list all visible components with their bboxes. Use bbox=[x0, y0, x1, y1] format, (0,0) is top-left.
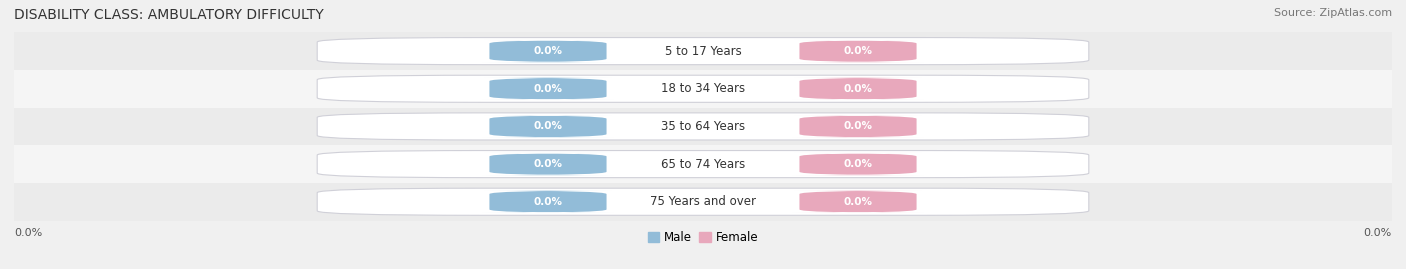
Text: 75 Years and over: 75 Years and over bbox=[650, 195, 756, 208]
Text: 0.0%: 0.0% bbox=[533, 121, 562, 132]
FancyBboxPatch shape bbox=[14, 70, 1392, 108]
Text: 0.0%: 0.0% bbox=[844, 121, 873, 132]
Text: 18 to 34 Years: 18 to 34 Years bbox=[661, 82, 745, 95]
Legend: Male, Female: Male, Female bbox=[643, 226, 763, 249]
Text: 65 to 74 Years: 65 to 74 Years bbox=[661, 158, 745, 171]
Text: 0.0%: 0.0% bbox=[533, 197, 562, 207]
Text: 0.0%: 0.0% bbox=[844, 46, 873, 56]
FancyBboxPatch shape bbox=[14, 183, 1392, 221]
FancyBboxPatch shape bbox=[318, 75, 1088, 102]
FancyBboxPatch shape bbox=[318, 113, 1088, 140]
FancyBboxPatch shape bbox=[318, 188, 1088, 215]
Text: 5 to 17 Years: 5 to 17 Years bbox=[665, 45, 741, 58]
FancyBboxPatch shape bbox=[482, 153, 613, 175]
Text: 0.0%: 0.0% bbox=[14, 228, 42, 238]
FancyBboxPatch shape bbox=[482, 191, 613, 213]
FancyBboxPatch shape bbox=[14, 108, 1392, 145]
Text: 0.0%: 0.0% bbox=[533, 46, 562, 56]
FancyBboxPatch shape bbox=[482, 115, 613, 137]
FancyBboxPatch shape bbox=[482, 40, 613, 62]
Text: 35 to 64 Years: 35 to 64 Years bbox=[661, 120, 745, 133]
FancyBboxPatch shape bbox=[793, 115, 924, 137]
Text: DISABILITY CLASS: AMBULATORY DIFFICULTY: DISABILITY CLASS: AMBULATORY DIFFICULTY bbox=[14, 8, 323, 22]
FancyBboxPatch shape bbox=[14, 145, 1392, 183]
FancyBboxPatch shape bbox=[14, 32, 1392, 70]
FancyBboxPatch shape bbox=[793, 153, 924, 175]
FancyBboxPatch shape bbox=[793, 191, 924, 213]
Text: 0.0%: 0.0% bbox=[844, 159, 873, 169]
FancyBboxPatch shape bbox=[482, 78, 613, 100]
Text: Source: ZipAtlas.com: Source: ZipAtlas.com bbox=[1274, 8, 1392, 18]
Text: 0.0%: 0.0% bbox=[844, 84, 873, 94]
FancyBboxPatch shape bbox=[318, 151, 1088, 178]
Text: 0.0%: 0.0% bbox=[533, 159, 562, 169]
FancyBboxPatch shape bbox=[793, 40, 924, 62]
Text: 0.0%: 0.0% bbox=[844, 197, 873, 207]
Text: 0.0%: 0.0% bbox=[533, 84, 562, 94]
FancyBboxPatch shape bbox=[318, 38, 1088, 65]
FancyBboxPatch shape bbox=[793, 78, 924, 100]
Text: 0.0%: 0.0% bbox=[1364, 228, 1392, 238]
